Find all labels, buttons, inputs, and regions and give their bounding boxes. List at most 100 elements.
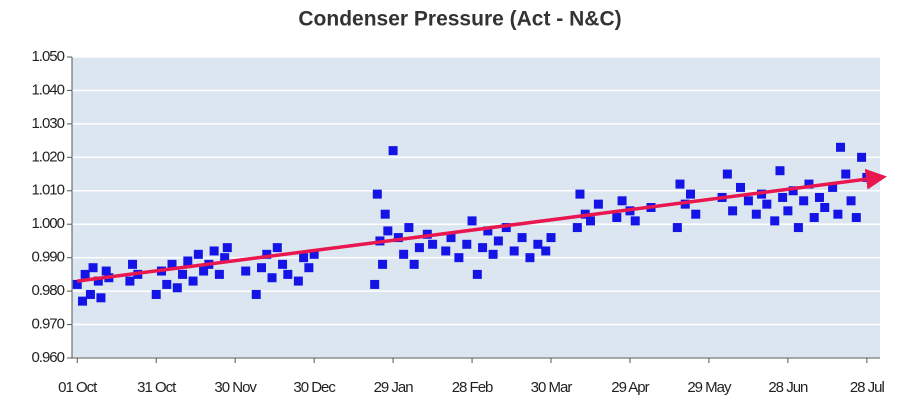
point (183, 256, 193, 266)
point (241, 266, 251, 276)
point (788, 186, 798, 196)
point (799, 196, 809, 206)
point (630, 216, 640, 226)
point (467, 216, 477, 226)
point (378, 259, 388, 269)
point (446, 233, 456, 243)
point (517, 233, 527, 243)
point (743, 196, 753, 206)
point (78, 296, 88, 306)
point (493, 236, 503, 246)
point (751, 209, 761, 219)
point (383, 226, 393, 236)
point (612, 213, 622, 223)
point (93, 276, 103, 286)
point (304, 263, 314, 273)
x-tick-label: 29 Apr (611, 379, 649, 396)
point (483, 226, 493, 236)
point (404, 223, 414, 233)
point (572, 223, 582, 233)
point (188, 276, 198, 286)
point (736, 182, 746, 192)
point (809, 213, 819, 223)
point (428, 239, 438, 249)
point (541, 246, 551, 256)
point (778, 192, 788, 202)
y-tick-label: 0.990 (31, 249, 64, 266)
point (80, 269, 90, 279)
point (728, 206, 738, 216)
point (686, 189, 696, 199)
point (691, 209, 701, 219)
x-tick-label: 28 Jun (768, 379, 808, 396)
point (836, 142, 846, 152)
point (388, 146, 398, 156)
point (278, 259, 288, 269)
point (793, 223, 803, 233)
y-tick-label: 1.050 (31, 48, 64, 65)
y-tick-label: 1.040 (31, 81, 64, 98)
point (267, 273, 277, 283)
point (193, 249, 203, 259)
plot-area (72, 57, 880, 358)
point (125, 276, 135, 286)
point (533, 239, 543, 249)
point (293, 276, 303, 286)
point (820, 203, 830, 212)
point (462, 239, 472, 249)
point (804, 179, 814, 189)
point (199, 266, 209, 276)
point (501, 223, 511, 233)
y-tick-label: 0.970 (31, 316, 64, 333)
point (593, 199, 603, 209)
point (101, 266, 111, 276)
point (441, 246, 451, 256)
x-tick-label: 30 Nov (214, 379, 257, 396)
point (251, 289, 261, 299)
point (209, 246, 219, 256)
point (525, 253, 535, 263)
point (214, 269, 224, 279)
point (775, 166, 785, 176)
point (414, 243, 424, 253)
point (851, 213, 861, 223)
y-tick-label: 1.010 (31, 182, 64, 199)
y-tick-label: 1.000 (31, 215, 64, 232)
point (178, 269, 188, 279)
point (783, 206, 793, 216)
y-tick-label: 1.020 (31, 148, 64, 165)
x-tick-label: 29 Jan (374, 379, 414, 396)
point (546, 233, 556, 243)
point (617, 196, 627, 206)
point (96, 293, 106, 303)
point (762, 199, 772, 209)
point (409, 259, 419, 269)
x-tick-label: 30 Dec (293, 379, 336, 396)
point (841, 169, 851, 179)
x-tick-label: 28 Feb (452, 379, 493, 396)
point (672, 223, 682, 233)
point (585, 216, 595, 226)
point (128, 259, 138, 269)
y-tick-label: 1.030 (31, 115, 64, 132)
point (151, 289, 161, 299)
point (399, 249, 409, 259)
x-tick-label: 01 Oct (58, 379, 98, 396)
point (488, 249, 498, 259)
point (478, 243, 488, 253)
point (575, 189, 585, 199)
point (299, 253, 309, 263)
point (283, 269, 293, 279)
y-tick-label: 0.960 (31, 349, 64, 366)
point (85, 289, 95, 299)
point (722, 169, 732, 179)
point (309, 249, 319, 259)
point (472, 269, 482, 279)
point (220, 253, 230, 263)
point (675, 179, 685, 189)
x-tick-label: 31 Oct (137, 379, 177, 396)
point (454, 253, 464, 263)
point (833, 209, 843, 219)
point (172, 283, 182, 293)
x-tick-label: 28 Jul (850, 379, 885, 396)
